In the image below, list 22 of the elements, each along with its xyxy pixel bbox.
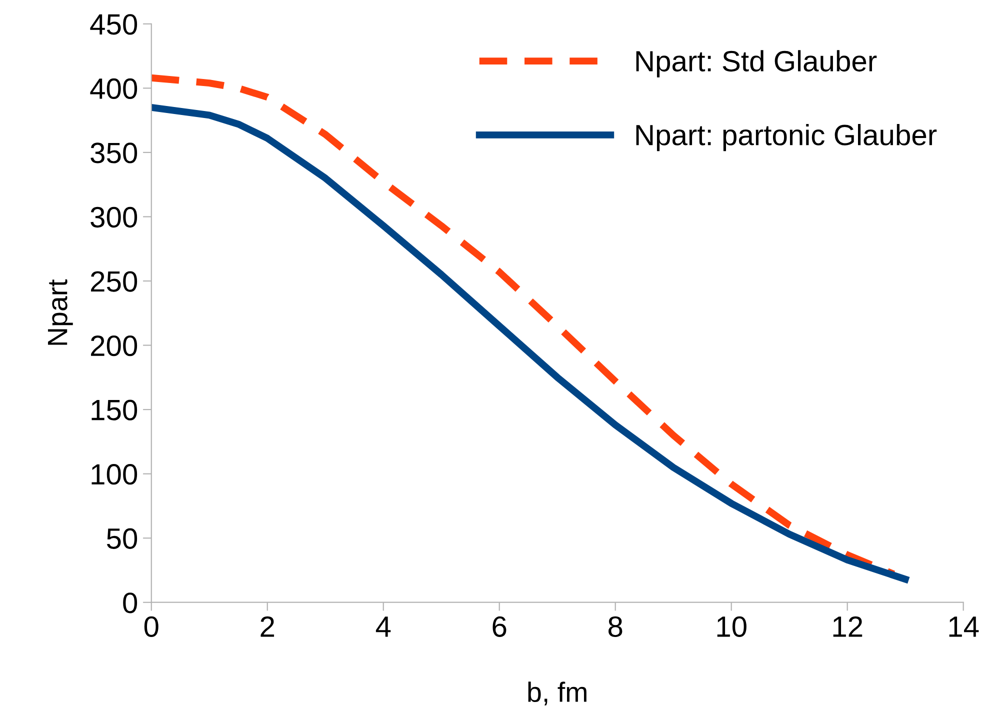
y-tick-label: 100: [92, 464, 138, 485]
y-axis-title: Npart: [48, 279, 73, 345]
y-tick-label: 150: [92, 400, 138, 420]
x-tick-label: 8: [608, 616, 622, 637]
x-tick-label: 12: [833, 616, 862, 637]
y-tick-label: 350: [90, 142, 138, 164]
x-tick-label: 14: [949, 616, 979, 637]
legend-label: Npart: Std Glauber: [636, 50, 877, 78]
x-tick-label: 6: [492, 616, 506, 637]
x-tick-label: 0: [144, 616, 158, 637]
x-tick-label: 2: [260, 616, 274, 637]
y-tick-label: 200: [90, 335, 138, 356]
y-tick-label: 250: [90, 271, 138, 292]
legend-label: Npart: partonic Glauber: [636, 124, 937, 152]
x-axis-title: b, fm: [528, 682, 586, 706]
y-tick-label: 0: [123, 592, 138, 614]
x-tick-label: 10: [717, 616, 746, 637]
y-tick-label: 50: [106, 528, 138, 549]
y-tick-label: 400: [90, 78, 138, 100]
x-tick-label: 4: [376, 616, 391, 637]
y-tick-label: 300: [90, 206, 138, 228]
y-tick-label: 450: [90, 14, 138, 35]
